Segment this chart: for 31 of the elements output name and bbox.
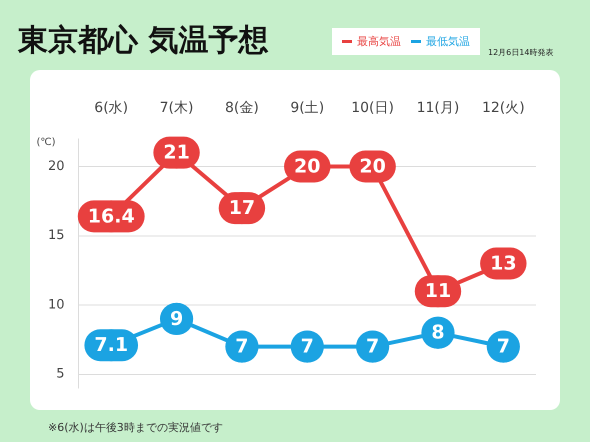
data-label: 7 bbox=[235, 336, 249, 358]
x-tick-label: 6(水) bbox=[94, 100, 128, 116]
data-label: 17 bbox=[228, 197, 256, 220]
x-tick-label: 10(日) bbox=[351, 100, 394, 116]
data-label: 7.1 bbox=[94, 334, 128, 356]
data-label: 20 bbox=[294, 155, 320, 178]
y-tick-label: 20 bbox=[48, 158, 65, 174]
x-tick-label: 12(火) bbox=[482, 100, 525, 116]
text: ※6(水)は午後3時までの実況値です bbox=[48, 420, 223, 435]
legend-label: 最低気温 bbox=[425, 34, 470, 49]
data-label: 21 bbox=[163, 142, 190, 164]
y-tick-label: 15 bbox=[48, 228, 65, 244]
data-label: 9 bbox=[170, 308, 184, 330]
data-label: 7 bbox=[366, 336, 380, 358]
y-tick-label: 10 bbox=[48, 297, 65, 312]
data-label: 7 bbox=[300, 336, 314, 358]
y-tick-label: 5 bbox=[56, 366, 65, 382]
data-label: 7 bbox=[496, 336, 510, 358]
data-label: 20 bbox=[359, 155, 386, 178]
chart-title: 東京都心 気温予想 bbox=[18, 22, 268, 60]
x-tick-label: 11(月) bbox=[416, 100, 460, 116]
x-tick-label: 8(金) bbox=[225, 100, 259, 116]
data-label: 13 bbox=[490, 252, 517, 274]
data-label: 11 bbox=[424, 280, 452, 302]
x-tick-label: 9(土) bbox=[290, 100, 324, 116]
data-label: 8 bbox=[431, 322, 445, 344]
y-axis-title: (℃) bbox=[36, 136, 56, 148]
legend-label: 最高気温 bbox=[356, 34, 401, 49]
text: 12月6日14時発表 bbox=[488, 47, 554, 58]
x-tick-label: 7(木) bbox=[160, 100, 194, 116]
data-label: 16.4 bbox=[88, 205, 135, 228]
